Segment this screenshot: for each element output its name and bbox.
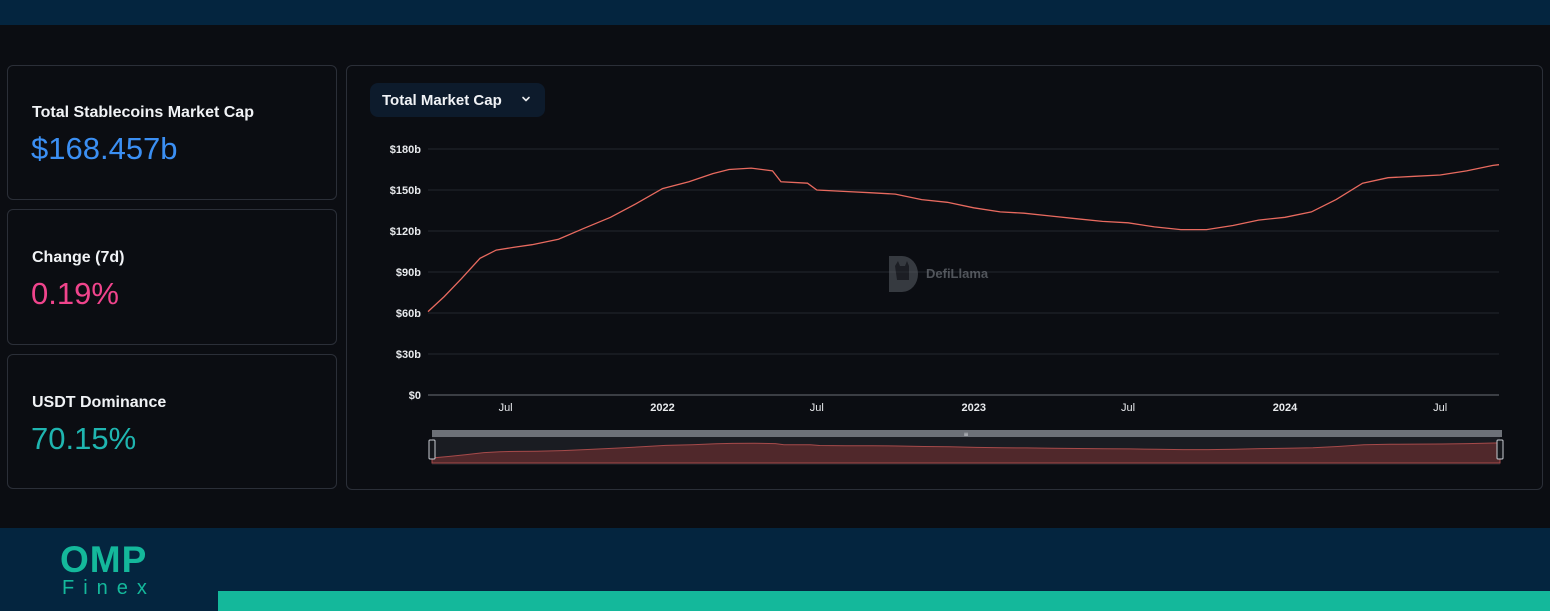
y-tick-label: $30b — [396, 349, 421, 361]
metric-select-dropdown[interactable]: Total Market Cap — [370, 83, 545, 117]
stat-value-total-market-cap: $168.457b — [31, 131, 178, 166]
drag-grip-icon: ≡ — [963, 431, 968, 438]
x-tick-label: Jul — [1121, 402, 1135, 414]
footer-accent-bar — [218, 591, 1550, 611]
chart-panel — [346, 65, 1543, 490]
y-tick-label: $180b — [390, 144, 421, 156]
zoom-slider[interactable]: ≡ — [428, 430, 1504, 465]
x-tick-label: Jul — [810, 402, 824, 414]
y-axis-ticks: $0 $30b $60b $90b $120b $150b $180b — [390, 144, 421, 402]
watermark-text: DefiLlama — [926, 266, 989, 281]
stat-value-usdt-dominance: 70.15% — [31, 421, 137, 456]
zoom-handle-left[interactable] — [428, 439, 436, 460]
x-tick-label: 2024 — [1273, 402, 1298, 414]
y-tick-label: $90b — [396, 267, 421, 279]
series-line-market-cap — [427, 164, 1500, 313]
stat-label: Total Stablecoins Market Cap — [32, 104, 254, 121]
x-tick-label: 2023 — [961, 402, 985, 414]
y-tick-label: $60b — [396, 308, 421, 320]
brand-logo: OMP — [60, 539, 148, 580]
stat-card-total-market-cap: Total Stablecoins Market Cap $168.457b — [7, 65, 337, 200]
stat-label: USDT Dominance — [32, 394, 167, 411]
brand-subtitle: Finex — [62, 577, 156, 599]
stat-card-change-7d: Change (7d) 0.19% — [7, 209, 337, 345]
top-band — [0, 0, 1550, 25]
x-tick-label: Jul — [1433, 402, 1447, 414]
y-tick-label: $0 — [409, 390, 421, 402]
defillama-watermark: DefiLlama — [889, 256, 989, 292]
x-tick-label: 2022 — [650, 402, 674, 414]
stat-label: Change (7d) — [32, 249, 125, 266]
y-tick-label: $150b — [390, 185, 421, 197]
llama-logo-icon — [889, 256, 918, 292]
zoom-slider-preview-area — [431, 442, 1501, 464]
stat-value-change-7d: 0.19% — [31, 276, 119, 311]
zoom-handle-right[interactable] — [1496, 439, 1504, 460]
y-tick-label: $120b — [390, 226, 421, 238]
metric-select-label: Total Market Cap — [382, 91, 502, 109]
x-axis-ticks: Jul 2022 Jul 2023 Jul 2024 Jul — [499, 402, 1448, 414]
chart-grid — [428, 148, 1499, 355]
x-tick-label: Jul — [499, 402, 513, 414]
chevron-down-icon — [522, 96, 530, 102]
zoom-slider-drag-bar[interactable] — [432, 430, 1502, 437]
stat-card-usdt-dominance: USDT Dominance 70.15% — [7, 354, 337, 489]
